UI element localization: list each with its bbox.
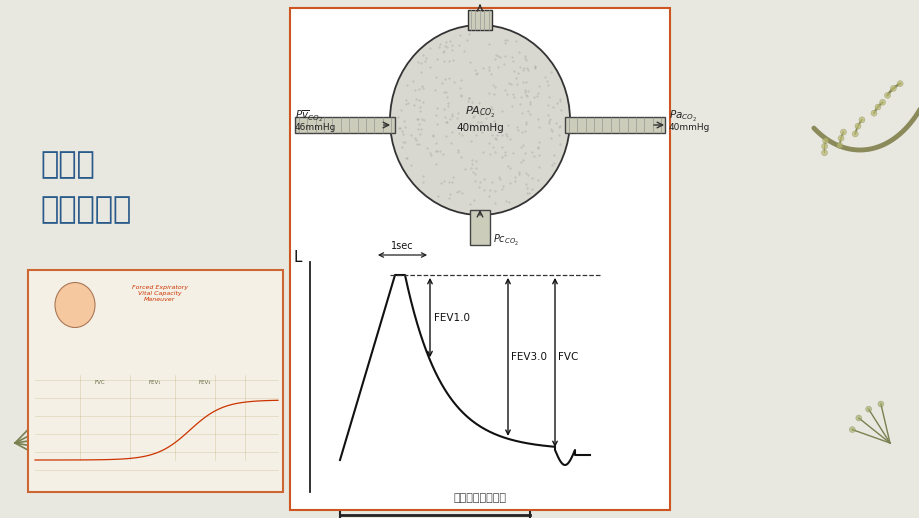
Circle shape [821,150,826,156]
Circle shape [854,123,860,129]
Text: 肺容量: 肺容量 [40,151,95,180]
Text: FEV3.0: FEV3.0 [510,352,547,362]
Circle shape [840,129,845,135]
Text: FEV₃: FEV₃ [199,380,211,385]
Circle shape [879,99,885,105]
Text: L: L [293,250,301,265]
Circle shape [874,104,880,110]
Text: $P\overline{v}_{CO_2}$: $P\overline{v}_{CO_2}$ [295,108,323,124]
Bar [28,270,283,492]
Text: FEV₁: FEV₁ [149,380,161,385]
Circle shape [877,401,883,407]
Text: Forced Expiratory
Vital Capacity
Maneuver: Forced Expiratory Vital Capacity Maneuve… [131,285,187,301]
Circle shape [63,468,72,476]
Circle shape [855,415,861,421]
Circle shape [70,430,78,438]
Bar [289,8,669,510]
Text: 肺通气功能: 肺通气功能 [40,195,131,224]
Circle shape [70,450,78,457]
Circle shape [822,138,828,143]
Circle shape [64,412,73,420]
Circle shape [865,406,870,412]
Text: 1sec: 1sec [391,241,414,251]
Bar [564,117,664,133]
Circle shape [890,85,895,91]
Circle shape [821,143,827,149]
Circle shape [851,131,857,137]
Text: $Pa_{CO_2}$: $Pa_{CO_2}$ [668,108,697,123]
Text: 血气分析常用指标: 血气分析常用指标 [453,493,506,503]
Text: FVC: FVC [558,353,578,363]
Ellipse shape [390,25,570,215]
Text: FEV1.0: FEV1.0 [434,312,470,323]
Bar [470,210,490,245]
Bar [295,117,394,133]
Text: FVC: FVC [95,380,105,385]
Circle shape [883,92,890,98]
Text: $PA_{CO_2}$: $PA_{CO_2}$ [464,105,494,120]
Bar [468,10,492,30]
Ellipse shape [55,282,95,327]
Text: 40mmHg: 40mmHg [456,123,504,133]
Circle shape [837,135,843,141]
Circle shape [848,427,855,433]
Text: 46mmHg: 46mmHg [295,122,336,132]
Text: $Pc_{CO_2}$: $Pc_{CO_2}$ [493,233,518,248]
Text: 40mmHg: 40mmHg [668,122,709,132]
Circle shape [858,117,864,123]
Circle shape [870,110,876,116]
Circle shape [896,81,902,87]
Circle shape [52,396,61,404]
Circle shape [836,142,842,149]
